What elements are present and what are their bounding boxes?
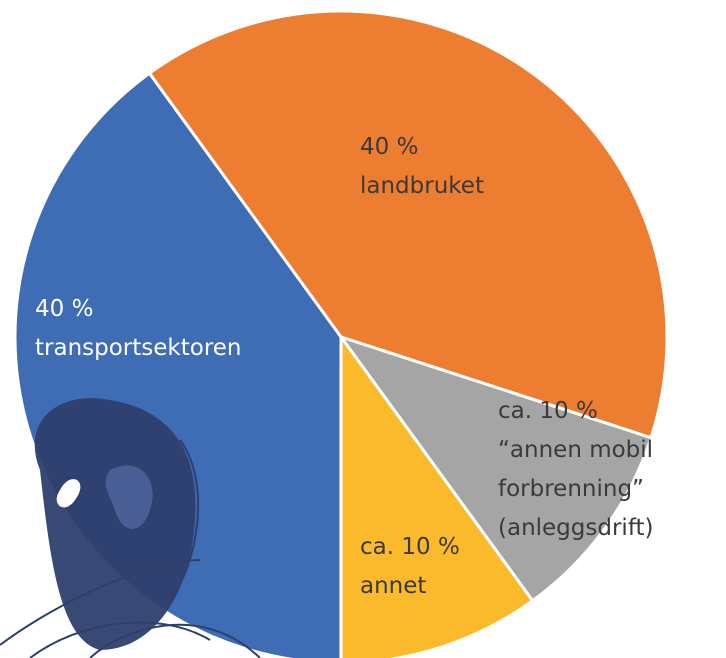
value-label: ca. 10 % [360,528,460,567]
chart: 40 %landbruketca. 10 %“annen mobil forbr… [0,0,726,658]
value-label: 40 % [360,128,484,167]
slice-label: 40 %transportsektoren [35,290,242,368]
value-label: ca. 10 % [498,392,654,431]
category-label: transportsektoren [35,329,242,368]
slice-label: ca. 10 %“annen mobil forbrenning” (anleg… [498,392,654,548]
value-label: 40 % [35,290,242,329]
category-label: landbruket [360,167,484,206]
category-label: “annen mobil forbrenning” (anleggsdrift) [498,431,654,548]
category-label: annet [360,567,460,606]
slice-label: ca. 10 %annet [360,528,460,606]
slice-label: 40 %landbruket [360,128,484,206]
